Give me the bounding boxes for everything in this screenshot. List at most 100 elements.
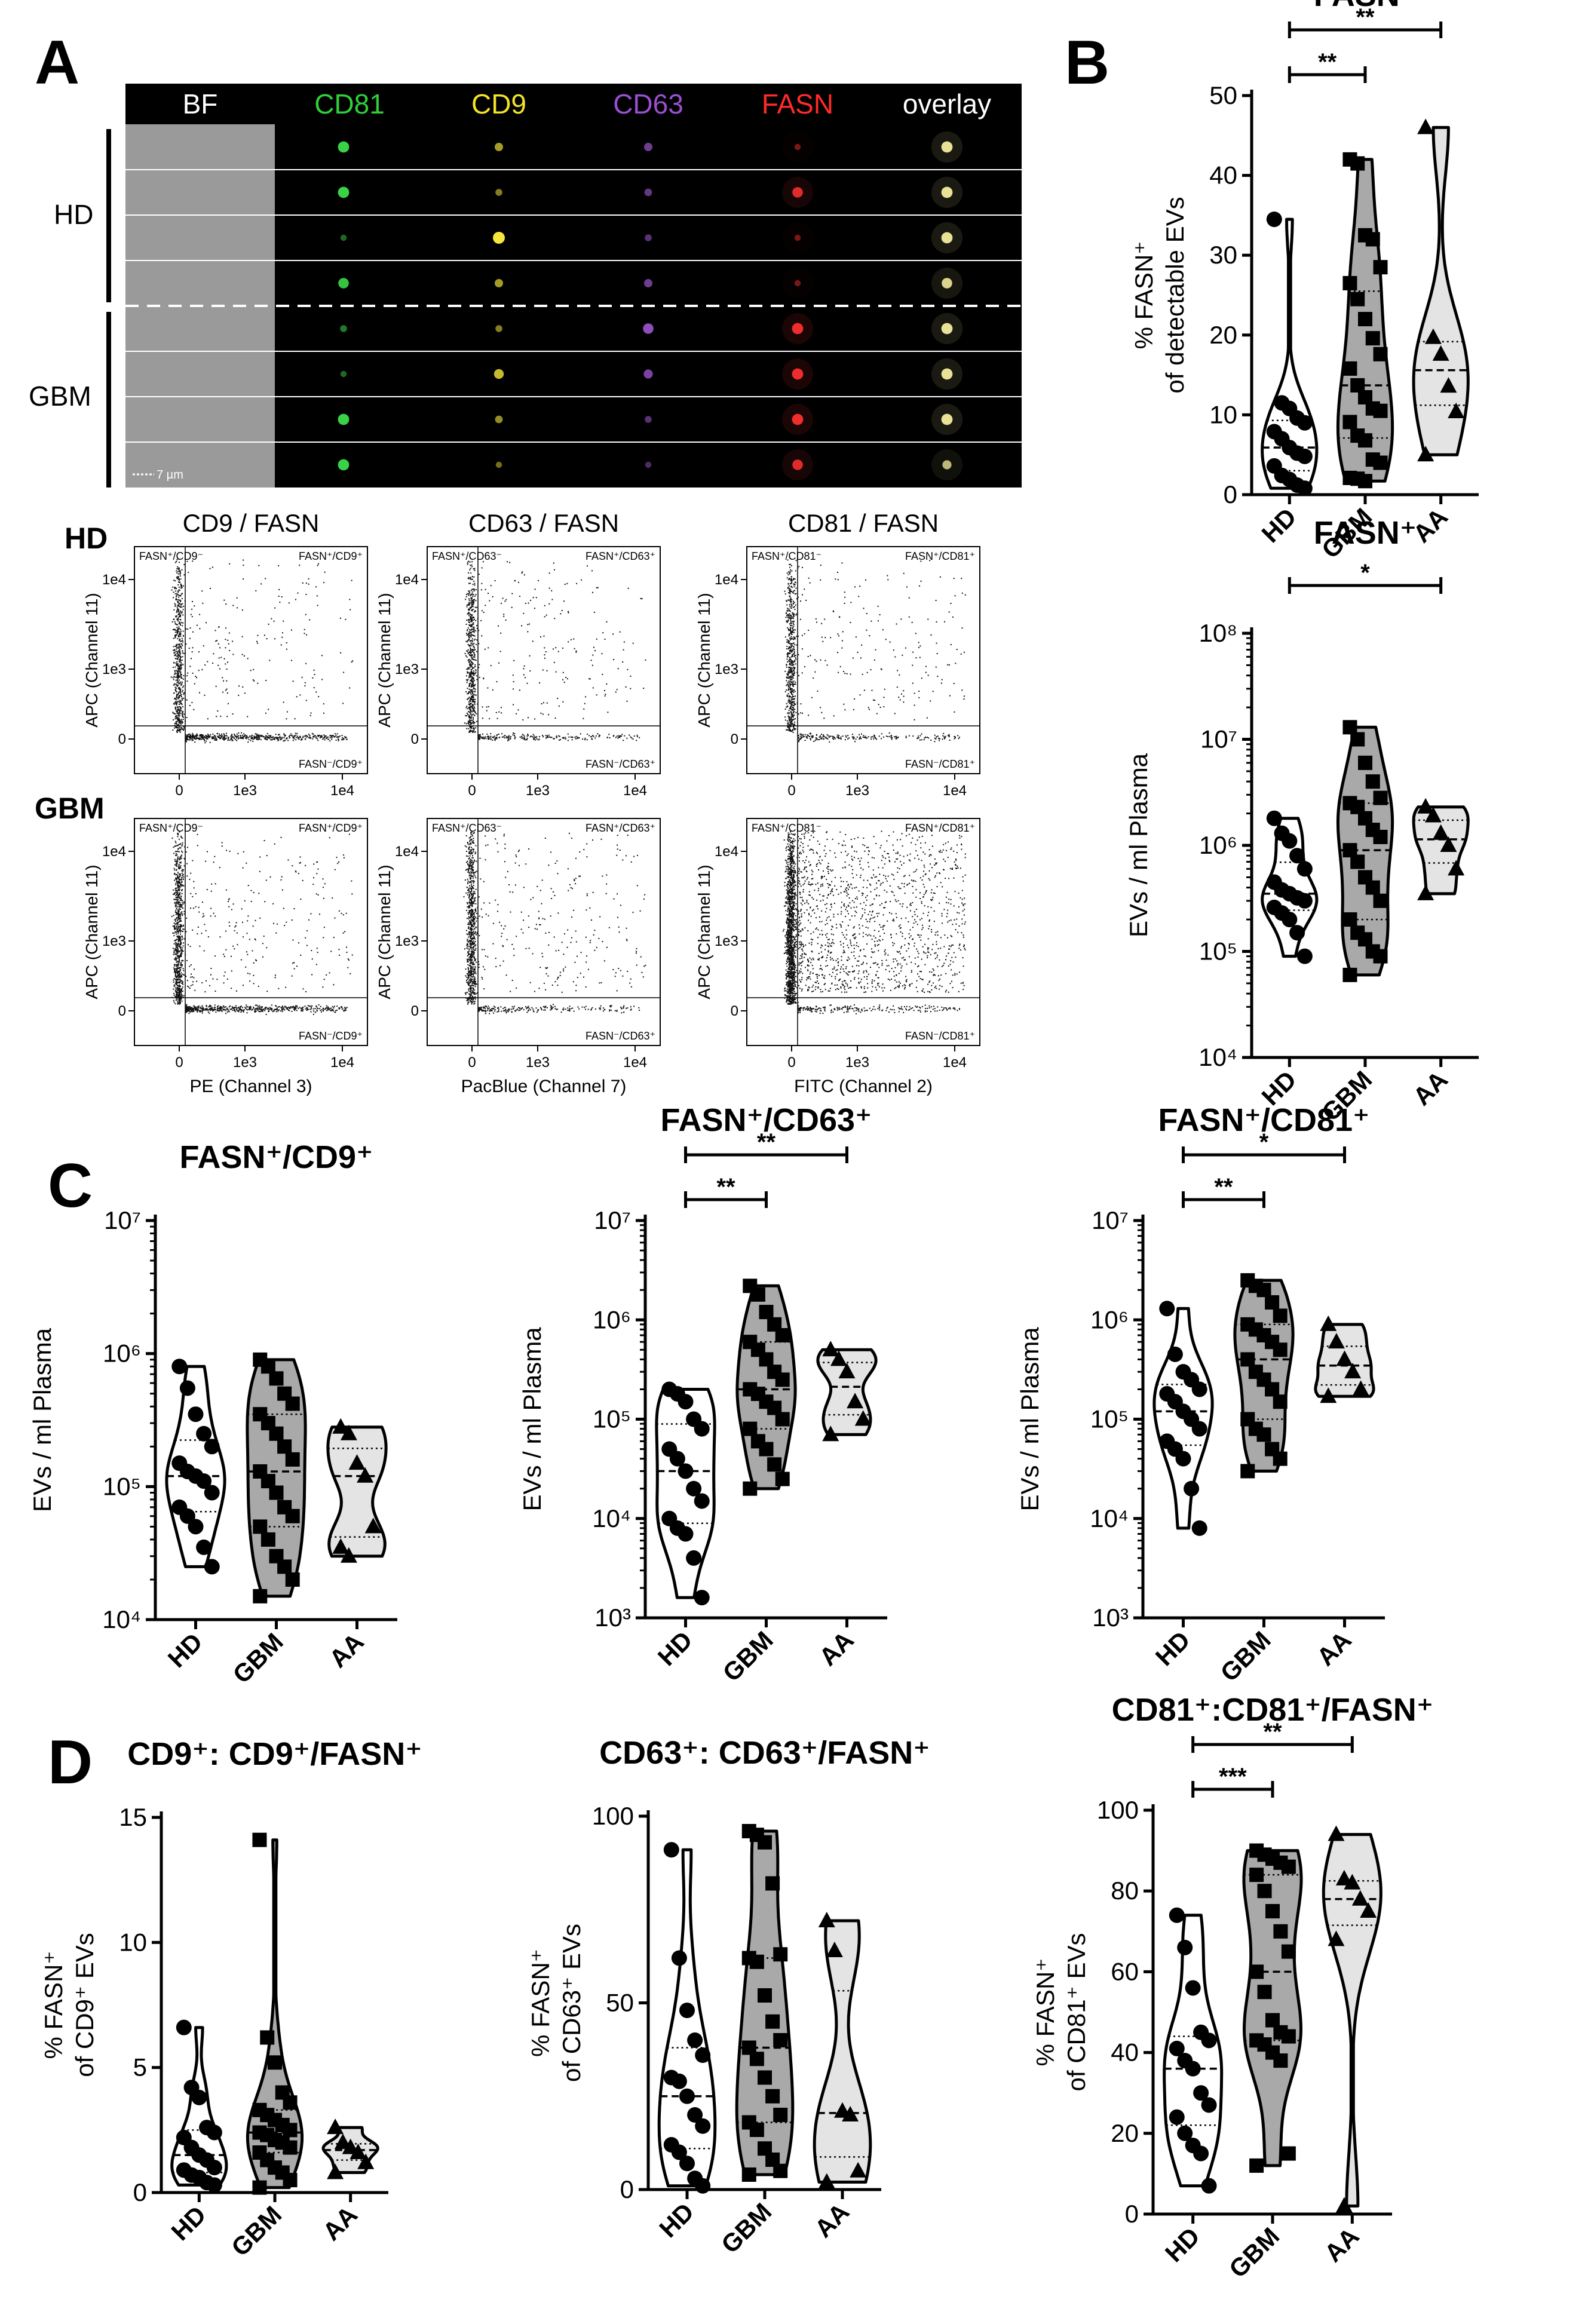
data-point-triangle [1360,1902,1377,1918]
ev-signal-dot [495,189,502,196]
microscopy-panel: BF CD81 CD9 CD63 FASN overlay HD GBM 7 µm [29,84,1022,488]
flow-x-tick-label: 1e3 [233,1054,257,1071]
data-point-square [277,1559,292,1574]
ev-signal-dot [794,143,801,151]
data-point-triangle [1448,860,1465,876]
data-point-circle [204,1439,220,1455]
data-point-square [1256,1427,1271,1442]
data-point-square [1265,1382,1280,1397]
chart-c3: FASN⁺/CD81⁺ EVs / ml Plasma 10³ 10⁴ 10⁵ 10⁶ 10… [1016,1102,1385,1687]
data-point-circle [188,1406,204,1422]
data-point-triangle [854,1410,872,1426]
data-point-square [1265,1904,1280,1918]
y-tick-label: 5 [133,2053,147,2081]
y-tick-label: 10⁵ [103,1472,141,1500]
data-point-triangle [818,2173,835,2189]
chart-c1: FASN⁺/CD9⁺ EVs / ml Plasma 10⁴ 10⁵ 10⁶ 10⁷ HD G… [28,1139,397,1689]
ev-signal-dot [644,279,652,287]
flow-x-tick-label: 1e3 [526,1054,550,1071]
flow-y-axis-label: APC (Channel 11) [82,593,101,727]
data-point-square [1358,932,1372,947]
data-point-square [283,2123,298,2138]
flow-y-tick-label: 1e4 [715,572,738,588]
x-category-label: HD [1256,502,1302,548]
data-point-circle [176,2019,192,2035]
data-point-square [775,1372,790,1387]
data-point-circle [1175,1451,1191,1467]
flow-plot-frame [427,546,661,774]
data-point-circle [687,2107,703,2123]
y-tick-label: 10⁵ [1199,937,1237,965]
data-point-circle [1191,1381,1207,1397]
data-point-square [1249,2158,1264,2173]
y-tick-label: 50 [606,1989,634,2017]
data-point-square [775,1328,790,1343]
chart-c2: FASN⁺/CD63⁺ EVs / ml Plasma 10³ 10⁴ 10⁵ 10⁶ 10… [518,1102,887,1687]
flow-x-tick-label: 1e4 [330,1054,354,1071]
data-point-triangle [1448,403,1465,419]
quadrant-label-top-left: FASN⁺/CD9⁻ [139,822,203,834]
flow-y-tick-label: 1e3 [395,933,419,949]
data-point-triangle [1432,824,1449,840]
data-point-circle [1289,848,1305,864]
y-tick-label: 10⁷ [594,1206,631,1234]
x-category-label: AA [1311,1626,1357,1671]
data-point-triangle [350,2144,367,2160]
quadrant-label-bottom-right: FASN⁻/CD81⁺ [905,1030,975,1042]
data-point-square [1365,774,1380,789]
data-point-circle [196,1425,212,1442]
ev-signal-dot [340,234,347,241]
data-point-circle [1184,1480,1200,1497]
data-point-square [741,2167,756,2182]
flow-y-tick-label: 0 [118,731,126,747]
y-tick-label: 50 [1209,81,1237,109]
flow-y-tick-label: 1e3 [715,933,738,949]
data-point-triangle [818,1912,835,1927]
data-point-square [277,1439,292,1454]
y-tick-label: 10⁴ [1198,1043,1237,1071]
y-tick-label: 100 [1097,1796,1139,1824]
data-point-triangle [830,1350,847,1366]
data-point-triangle [838,1363,856,1379]
data-point-circle [686,1480,702,1497]
y-tick-label: 80 [1111,1877,1139,1905]
x-category-label: GBM [226,2200,287,2262]
data-point-square [1249,1868,1264,1882]
flow-y-axis-label: APC (Channel 11) [695,864,713,999]
flow-x-tick-label: 0 [787,783,795,799]
data-point-square [1342,275,1357,290]
ev-signal-dot [338,278,349,289]
data-point-circle [663,1842,679,1858]
y-axis-label: of CD81⁺ EVs [1062,1933,1090,2092]
ev-signal-dot [495,143,503,151]
data-point-triangle [1351,1890,1369,1906]
data-point-square [1373,893,1388,908]
data-point-triangle [1335,2197,1353,2213]
data-point-triangle [1328,1333,1345,1349]
x-category-label: GBM [717,1626,778,1687]
x-category-label: HD [654,2197,699,2243]
flow-y-tick-label: 1e4 [715,844,738,860]
ev-signal-dot [340,325,347,332]
data-point-circle [694,1421,710,1437]
data-point-square [773,2163,788,2178]
data-point-circle [196,1539,212,1555]
ev-signal-dot [645,461,652,468]
y-tick-label: 0 [620,2175,634,2203]
quadrant-label-top-right: FASN⁺/CD63⁺ [586,550,655,562]
data-point-circle [204,1485,220,1501]
data-point-triangle [1417,884,1434,900]
significance-label: *** [1219,1764,1247,1790]
ev-signal-dot [942,278,952,289]
data-point-square [1350,854,1365,869]
significance-label: ** [1214,1174,1233,1200]
flow-y-tick-label: 1e4 [102,844,126,860]
flow-x-tick-label: 1e4 [330,783,354,799]
data-point-triangle [847,1393,864,1409]
x-category-label: HD [166,2200,211,2246]
quadrant-label-top-right: FASN⁺/CD9⁺ [299,822,363,834]
y-axis-label: EVs / ml Plasma [28,1327,56,1512]
y-tick-label: 20 [1209,321,1237,349]
data-point-triangle [822,1341,839,1357]
